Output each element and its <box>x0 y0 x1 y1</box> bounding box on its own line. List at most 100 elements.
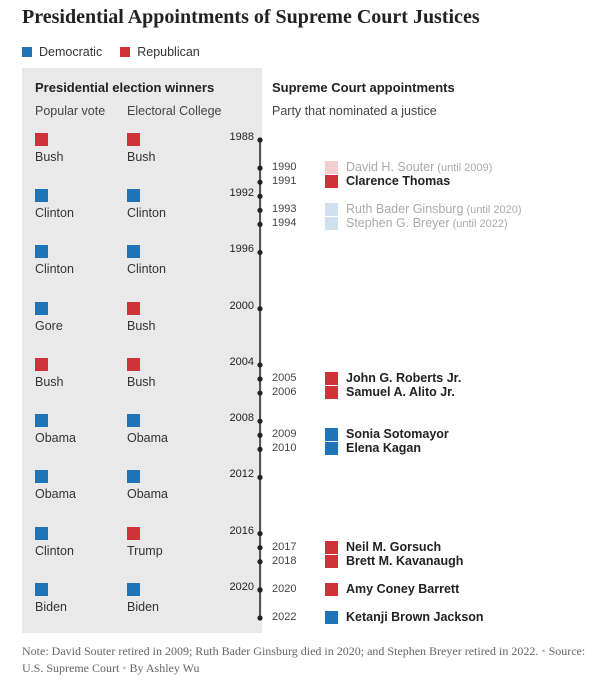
appointment-year-dot <box>257 207 263 213</box>
electoral-college-winner: Obama <box>127 431 168 446</box>
electoral-college-square <box>127 526 140 540</box>
electoral-college-winner: Bush <box>127 374 156 389</box>
popular-vote-square <box>35 582 48 596</box>
appointment-year-label: 2009 <box>272 428 297 441</box>
election-year-dot <box>257 137 263 143</box>
appointment-year-label: 2010 <box>272 442 297 455</box>
appointment-square <box>325 540 338 554</box>
electoral-college-square <box>127 357 140 371</box>
popular-vote-winner: Obama <box>35 431 76 446</box>
election-year-dot <box>257 193 263 199</box>
electoral-college-square <box>127 133 140 146</box>
electoral-college-winner: Clinton <box>127 206 166 221</box>
legend-label-democratic: Democratic <box>39 45 103 59</box>
popular-vote-winner: Clinton <box>35 543 74 558</box>
justice-name: Amy Coney Barrett <box>346 581 460 596</box>
justice-name: Ruth Bader Ginsburg (until 2020) <box>346 202 522 217</box>
justice-tenure-note: (until 2022) <box>449 218 508 231</box>
election-year-label: 2016 <box>229 524 254 537</box>
justice-name: Elena Kagan <box>346 441 422 456</box>
appointment-year-dot <box>257 545 263 551</box>
popular-vote-square <box>35 470 48 484</box>
popular-vote-winner: Obama <box>35 487 76 502</box>
popular-vote-winner: Gore <box>35 318 63 333</box>
popular-vote-square <box>35 414 48 428</box>
appointment-year-label: 1991 <box>272 175 297 188</box>
appointment-year-dot <box>257 221 263 227</box>
byline-text: By Ashley Wu <box>129 661 200 675</box>
popular-vote-heading: Popular vote <box>35 104 106 118</box>
electoral-college-square <box>127 470 140 484</box>
appointment-square <box>325 161 338 175</box>
appointments-heading: Supreme Court appointments <box>272 80 455 95</box>
popular-vote-square <box>35 245 48 259</box>
legend-swatch-republican <box>120 47 131 57</box>
justice-name: John G. Roberts Jr. <box>346 371 462 385</box>
electoral-college-square <box>127 582 140 596</box>
appointment-year-dot <box>257 376 263 382</box>
legend: Democratic Republican <box>22 45 218 59</box>
electoral-college-winner: Biden <box>127 599 159 614</box>
appointment-year-dot <box>257 587 263 593</box>
election-year-dot <box>257 531 263 537</box>
appointment-year-dot <box>257 432 263 438</box>
appointment-year-dot <box>257 179 263 185</box>
appointment-square <box>325 203 338 217</box>
election-year-label: 1996 <box>229 243 254 256</box>
election-year-label: 1988 <box>229 131 254 143</box>
justice-name: Neil M. Gorsuch <box>346 539 442 554</box>
appointment-year-label: 2017 <box>272 540 297 553</box>
appointment-year-dot <box>257 615 263 621</box>
election-year-dot <box>257 418 263 424</box>
footnote: Note: David Souter retired in 2009; Ruth… <box>22 644 586 675</box>
electoral-college-winner: Bush <box>127 150 156 164</box>
appointment-square <box>325 386 338 400</box>
justice-name: Clarence Thomas <box>346 174 451 189</box>
popular-vote-winner: Bush <box>35 374 64 389</box>
appointment-year-dot <box>257 559 263 565</box>
appointment-year-label: 1993 <box>272 203 297 216</box>
popular-vote-winner: Clinton <box>35 262 74 277</box>
appointment-year-label: 2005 <box>272 372 297 384</box>
justice-name: Sonia Sotomayor <box>346 427 449 442</box>
source-text: Source: U.S. Supreme Court <box>22 644 586 675</box>
appointment-square <box>325 217 338 231</box>
justice-name: Stephen G. Breyer (until 2022) <box>346 216 508 231</box>
election-year-label: 2020 <box>229 580 254 593</box>
electoral-college-heading: Electoral College <box>127 104 222 118</box>
justice-name: Samuel A. Alito Jr. <box>346 385 455 400</box>
popular-vote-square <box>35 526 48 540</box>
electoral-college-winner: Trump <box>127 543 163 558</box>
electoral-college-winner: Bush <box>127 318 156 333</box>
legend-swatch-democratic <box>22 47 32 57</box>
election-year-label: 2012 <box>229 468 254 481</box>
appointment-year-label: 2018 <box>272 554 297 567</box>
justice-name: Brett M. Kavanaugh <box>346 553 464 568</box>
appointment-square <box>325 372 338 385</box>
appointment-year-label: 2006 <box>272 386 297 399</box>
appointment-year-label: 2020 <box>272 582 297 595</box>
election-year-label: 2008 <box>229 412 254 425</box>
appointment-square <box>325 582 338 596</box>
popular-vote-winner: Clinton <box>35 206 74 221</box>
election-year-dot <box>257 362 263 368</box>
electoral-college-winner: Obama <box>127 487 168 502</box>
electoral-college-winner: Clinton <box>127 262 166 277</box>
election-year-dot <box>257 306 263 312</box>
popular-vote-square <box>35 133 48 146</box>
election-year-dot <box>257 474 263 481</box>
popular-vote-square <box>35 357 48 371</box>
justice-tenure-note: (until 2020) <box>463 204 522 217</box>
note-text: Note: David Souter retired in 2009; Ruth… <box>22 644 539 658</box>
election-year-label: 2004 <box>229 355 254 368</box>
appointment-year-dot <box>257 390 263 396</box>
justice-name: Ketanji Brown Jackson <box>346 610 484 624</box>
appointment-year-dot <box>257 165 263 171</box>
election-winners-heading: Presidential election winners <box>35 80 215 95</box>
appointment-year-label: 2022 <box>272 611 297 623</box>
election-winners-panel <box>22 68 262 633</box>
appointment-square <box>325 175 338 189</box>
appointment-year-label: 1990 <box>272 161 297 174</box>
election-year-label: 2000 <box>229 299 254 312</box>
